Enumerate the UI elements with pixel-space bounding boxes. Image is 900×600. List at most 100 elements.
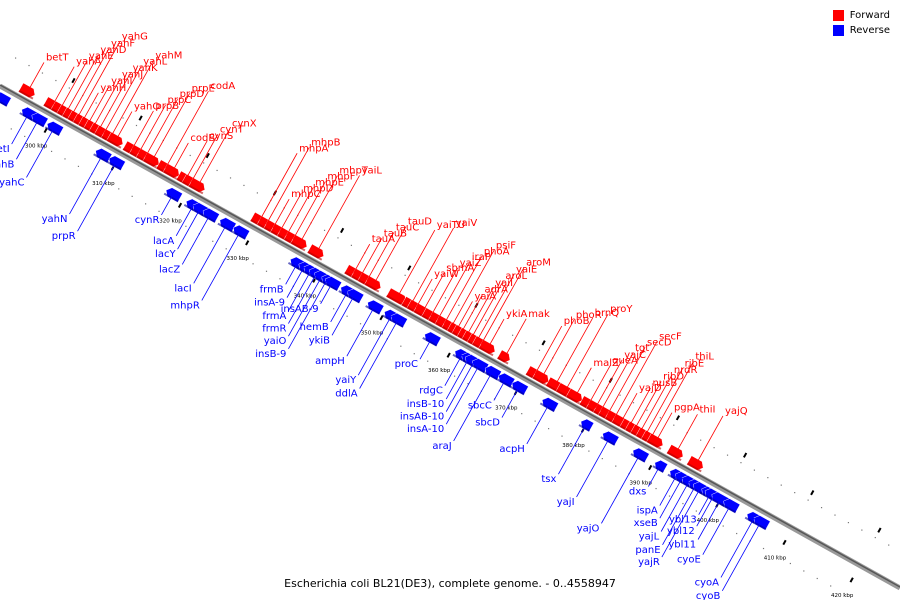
leader-line [103,66,142,134]
ruler-dot [601,458,603,460]
ruler-dot [695,510,697,512]
ruler-dot [10,128,12,130]
leader-line [460,294,483,334]
leader-line [353,243,371,274]
legend-forward-label: Forward [849,10,890,21]
major-tick [648,464,653,471]
ruler-dot [185,225,187,227]
ruler-dot [229,177,232,179]
kbp-tick-label: 390 kbp [629,481,652,487]
ruler-dot [243,184,245,187]
gene-label-insA-9: insA-9 [254,298,285,309]
ruler-dot [534,420,536,422]
leader-line [288,270,312,312]
ruler-dot [41,72,44,74]
leader-line [480,267,525,345]
leader-line [272,198,290,229]
gene-shadow [646,440,662,450]
ruler-dot [592,379,594,381]
gene-label-adrA: adrA [485,284,509,295]
leader-line [430,267,459,317]
leader-line [292,181,326,240]
ruler-dot [762,547,765,550]
gene-shadow [497,356,509,365]
gene-body [632,447,650,463]
ruler-dot [619,394,621,396]
leader-line [628,387,651,427]
gene-label-yahL: yahL [143,56,167,67]
gene-label-cynX: cynX [232,118,257,129]
leader-line [16,118,40,160]
gene-label-insB-10: insB-10 [407,399,445,410]
ruler-dot [642,480,644,482]
ruler-dot [239,255,241,257]
ruler-dot [135,124,138,127]
gene-arrow-ykiA [478,339,496,357]
ruler-dot [131,195,133,197]
gene-label-betT: betT [46,52,69,63]
gene-label-thiI: thiI [699,404,715,415]
ruler-dot [726,454,729,456]
ruler-dot [55,79,57,82]
gene-label-aroL: aroL [505,271,527,282]
ruler-dot [279,278,281,280]
leader-line [366,232,395,281]
ruler-dot [24,135,26,138]
ruler-dot [820,507,823,509]
gene-label-mhpE: mhpE [315,177,344,188]
gene-label-mhpR: mhpR [170,300,199,311]
gene-label-yahD: yahD [100,45,126,56]
ruler-dot [512,334,514,336]
gene-label-yaiO: yaiO [264,336,287,347]
major-tick [541,340,546,346]
ruler-dot [212,240,214,242]
leader-line [177,208,201,250]
gene-label-lacY: lacY [155,249,176,260]
gene-label-insAB-10: insAB-10 [400,412,444,423]
ruler-dot [64,158,66,160]
leader-line [574,367,592,397]
gene-label-yahA: yahA [76,57,101,68]
leader-line [659,477,683,519]
leader-line [456,301,473,331]
gene-label-yahE: yahE [89,51,114,62]
backbone-layer [0,83,900,591]
genome-backbone [0,83,900,591]
leader-line [161,193,174,216]
leader-line [445,358,469,400]
leader-line [77,161,117,232]
leader-line [650,361,694,439]
gene-label-betI: betI [0,144,10,155]
gene-arrow-yahO [106,131,124,149]
leader-line [279,193,302,232]
leader-line [165,91,209,169]
ruler-dot [659,417,661,419]
ruler-dot [830,585,832,587]
ruler-dot [521,413,523,415]
ruler-dot [776,555,778,557]
gene-shadow [686,462,702,473]
leader-line [576,437,611,498]
gene-label-yahO: yahO [134,102,160,113]
gene-arrow-prpE [142,152,160,169]
ruler-dot [753,469,755,471]
leader-line [675,414,698,453]
gene-body [723,498,741,514]
ruler-dot [306,293,308,295]
gene-label-mhpT: mhpT [339,166,368,177]
major-tick [782,539,787,546]
ruler-dot [431,289,433,291]
leader-line [131,110,154,150]
gene-label-tgt: tgt [635,343,649,354]
ruler-dot [767,477,769,479]
gene-label-codA: codA [210,81,235,92]
ruler-dot [50,150,53,153]
gene-label-yaiL: yaiL [362,165,383,176]
leader-line [554,317,593,386]
kbp-tick-label: 340 kbp [294,293,317,299]
ruler-dot [68,87,70,89]
major-tick [810,490,815,496]
gene-label-yahJ: yahJ [122,70,143,81]
ruler-dot [440,368,442,370]
